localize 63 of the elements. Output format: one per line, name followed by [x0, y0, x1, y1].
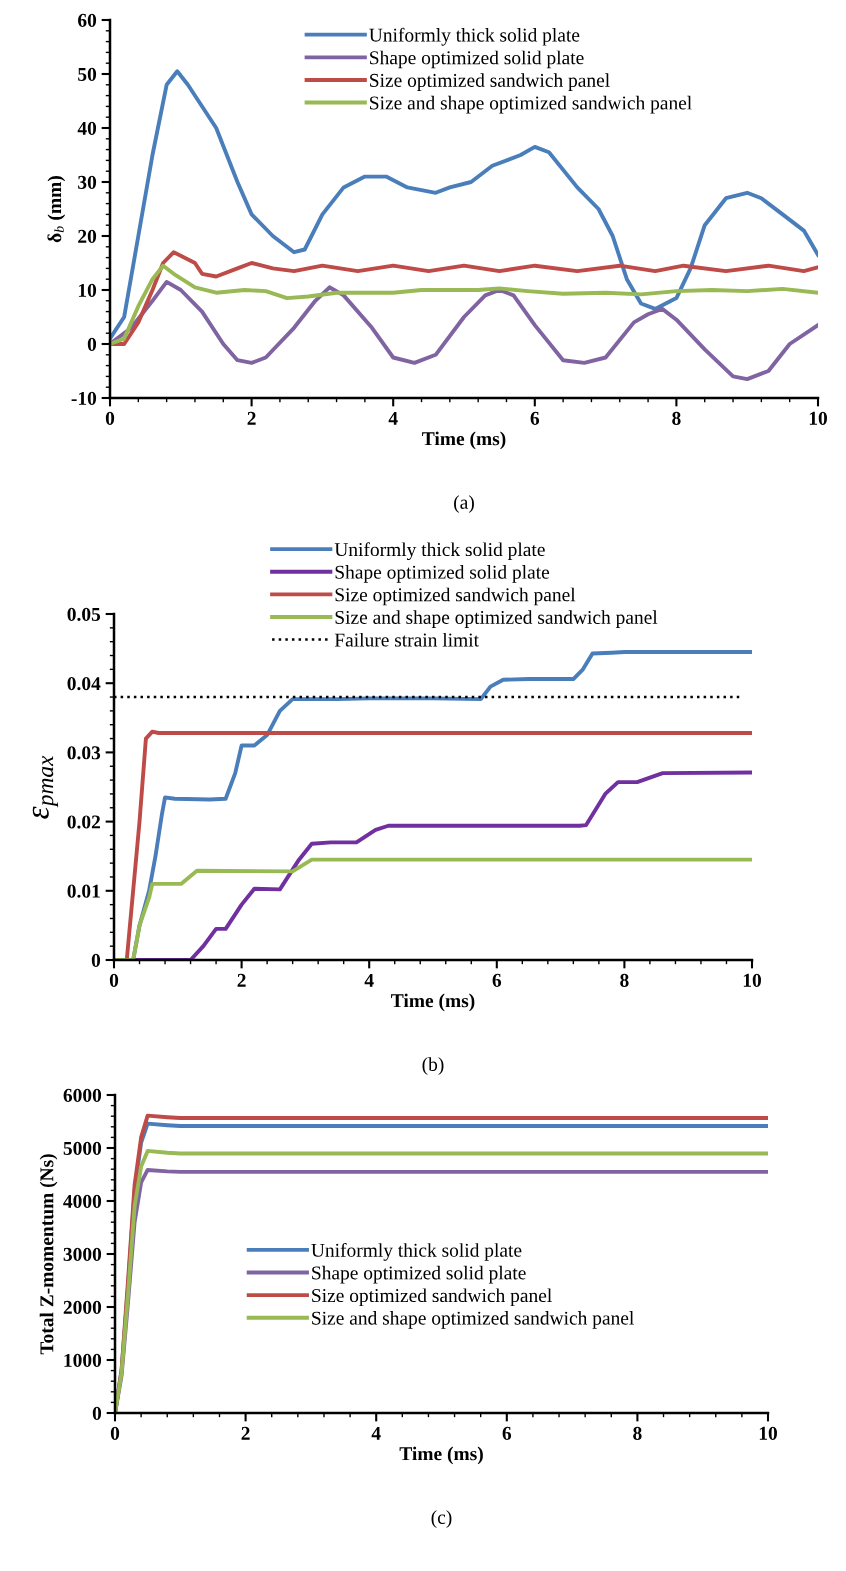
y-tick-label: 0.02 [67, 815, 100, 829]
legend-label: Size optimized sandwich panel [312, 1288, 552, 1307]
x-tick-label: 4 [371, 1426, 381, 1440]
x-tick-label: 10 [809, 411, 827, 425]
x-tick-label: 4 [364, 973, 374, 987]
y-tick-label: 30 [78, 175, 97, 189]
y-tick-label: 4000 [63, 1194, 102, 1208]
text: (b) [422, 1057, 444, 1075]
x-tick-label: 4 [388, 411, 398, 425]
y-tick-label: 0 [92, 1406, 102, 1420]
x-tick-label: 8 [672, 411, 681, 425]
y-axis-title: δ$_{b}$ (mm) [47, 176, 66, 243]
legend-label: Size and shape optimized sandwich panel [312, 1311, 634, 1329]
y-tick-label: 2000 [63, 1300, 102, 1314]
legend-label: Size and shape optimized sandwich panel [370, 95, 692, 114]
x-axis-title: Time (ms) [399, 1446, 483, 1465]
y-tick-label: 0.03 [67, 746, 101, 760]
y-tick-label: 1000 [64, 1353, 102, 1367]
legend-label: Uniformly thick solid plate [369, 27, 580, 46]
legend-label: Size optimized sandwich panel [370, 73, 610, 91]
x-tick-label: 8 [633, 1426, 642, 1440]
x-axis-title: Time (ms) [391, 993, 475, 1012]
y-tick-label: 0.01 [67, 884, 100, 898]
y-tick-label: 0.04 [67, 677, 101, 691]
x-tick-label: 6 [502, 1426, 512, 1440]
x-tick-label: 0 [105, 411, 115, 425]
line-series [110, 279, 818, 382]
y-tick-label: 0 [91, 953, 101, 967]
x-tick-label: 0 [110, 1426, 120, 1440]
legend-label: Size optimized sandwich panel [335, 587, 576, 606]
text: (c) [431, 1510, 452, 1528]
x-tick-label: 8 [620, 973, 629, 987]
x-axis-title: Time (ms) [422, 431, 506, 450]
legend-label: Size and shape optimized sandwich panel [335, 610, 658, 628]
legend-label: Shape optimized solid plate [335, 565, 550, 583]
y-tick-label: 60 [78, 13, 97, 27]
legend-label: Failure strain limit [334, 632, 479, 647]
y-tick-label: 50 [78, 67, 97, 81]
y-tick-label: 6000 [63, 1088, 102, 1102]
legend-label: Uniformly thick solid plate [311, 1242, 522, 1261]
x-tick-label: 6 [530, 411, 540, 425]
y-axis-title: Total Z-momentum (Ns) [39, 1154, 58, 1355]
x-tick-label: 2 [237, 973, 246, 987]
y-tick-label: 20 [78, 229, 97, 243]
y-tick-label: 40 [77, 121, 97, 135]
y-tick-label: 0 [87, 337, 97, 351]
x-tick-label: 10 [743, 973, 761, 987]
text: (a) [454, 495, 474, 513]
x-tick-label: 2 [247, 411, 256, 425]
y-axis-title: ε$_{pmax}$ [32, 755, 59, 819]
y-tick-label: 0.05 [67, 607, 101, 622]
x-tick-label: 10 [759, 1426, 777, 1440]
y-tick-label: 3000 [63, 1247, 102, 1261]
y-tick-label: 10 [78, 283, 97, 297]
line-series [110, 69, 818, 341]
y-tick-label: 5000 [63, 1141, 102, 1155]
legend-label: Shape optimized solid plate [370, 50, 584, 69]
x-tick-label: 2 [241, 1426, 250, 1440]
legend-label: Shape optimized solid plate [312, 1265, 526, 1284]
x-tick-label: 0 [109, 973, 119, 987]
y-tick-label: -10 [71, 391, 97, 405]
x-tick-label: 6 [492, 973, 502, 987]
legend-label: Uniformly thick solid plate [334, 542, 545, 561]
